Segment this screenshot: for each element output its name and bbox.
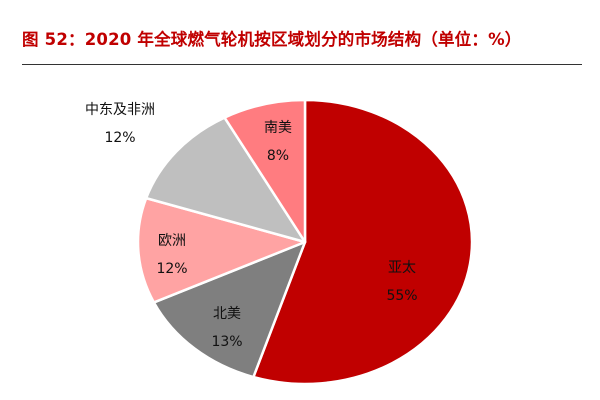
label-middle-east-africa: 中东及非洲 12% (70, 100, 170, 148)
label-europe: 欧洲 12% (142, 231, 202, 279)
chart-title: 图 52：2020 年全球燃气轮机按区域划分的市场结构（单位：%） (22, 30, 522, 49)
label-pct: 13% (211, 334, 243, 350)
label-north-america: 北美 13% (197, 304, 257, 352)
title-divider (22, 64, 582, 65)
label-name: 亚太 (388, 260, 416, 276)
label-pct: 12% (104, 130, 136, 146)
label-pct: 12% (156, 261, 188, 277)
label-name: 欧洲 (158, 233, 186, 249)
label-name: 南美 (264, 120, 292, 136)
slice-north-america (152, 240, 307, 379)
slice-asia-pacific (252, 98, 474, 386)
label-pct: 8% (266, 148, 290, 164)
label-name: 北美 (213, 306, 241, 322)
slice-middle-east-africa (144, 116, 307, 244)
slice-europe (136, 196, 307, 304)
label-pct: 55% (386, 288, 418, 304)
slice-south-america (223, 98, 307, 244)
label-asia-pacific: 亚太 55% (372, 258, 432, 306)
label-south-america: 南美 8% (248, 118, 308, 166)
label-name: 中东及非洲 (85, 102, 155, 118)
